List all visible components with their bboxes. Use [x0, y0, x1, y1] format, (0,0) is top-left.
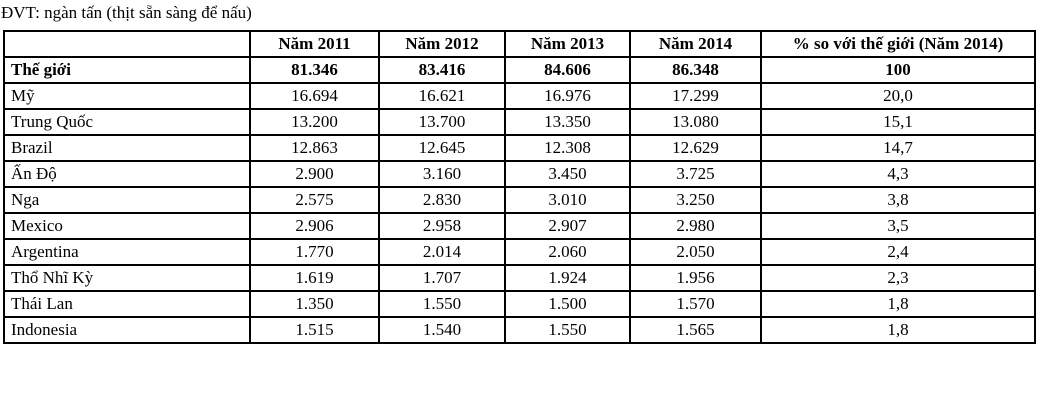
- country-name: Nga: [3, 186, 251, 214]
- share-2014: 3,5: [760, 212, 1036, 240]
- value-2014: 17.299: [629, 82, 762, 110]
- value-2012: 2.830: [378, 186, 506, 214]
- value-2011: 1.619: [249, 264, 380, 292]
- value-2011: 2.906: [249, 212, 380, 240]
- country-name: Indonesia: [3, 316, 251, 344]
- value-2013: 2.060: [504, 238, 631, 266]
- value-2014: 1.570: [629, 290, 762, 318]
- value-2013: 1.924: [504, 264, 631, 292]
- value-2011: 12.863: [249, 134, 380, 162]
- value-2011: 13.200: [249, 108, 380, 136]
- table-row: Ấn Độ 2.900 3.160 3.450 3.725 4,3: [3, 160, 1036, 188]
- country-name: Argentina: [3, 238, 251, 266]
- share-2014: 1,8: [760, 290, 1036, 318]
- header-cell-2013: Năm 2013: [504, 30, 631, 58]
- value-2011: 2.575: [249, 186, 380, 214]
- country-name: Brazil: [3, 134, 251, 162]
- value-2013: 1.500: [504, 290, 631, 318]
- share-2014: 2,3: [760, 264, 1036, 292]
- value-2013: 16.976: [504, 82, 631, 110]
- header-cell-share: % so với thế giới (Năm 2014): [760, 30, 1036, 58]
- value-2012: 1.707: [378, 264, 506, 292]
- value-2014: 13.080: [629, 108, 762, 136]
- value-2012: 13.700: [378, 108, 506, 136]
- country-name: Ấn Độ: [3, 160, 251, 188]
- table-row: Thổ Nhĩ Kỳ 1.619 1.707 1.924 1.956 2,3: [3, 264, 1036, 292]
- world-label: Thế giới: [3, 56, 251, 84]
- table-row: Brazil 12.863 12.645 12.308 12.629 14,7: [3, 134, 1036, 162]
- unit-note: ĐVT: ngàn tấn (thịt sẵn sàng để nấu): [1, 3, 252, 22]
- value-2014: 1.956: [629, 264, 762, 292]
- world-2012: 83.416: [378, 56, 506, 84]
- value-2013: 2.907: [504, 212, 631, 240]
- value-2013: 1.550: [504, 316, 631, 344]
- header-cell-country: [3, 30, 251, 58]
- value-2012: 3.160: [378, 160, 506, 188]
- value-2012: 2.958: [378, 212, 506, 240]
- country-name: Thái Lan: [3, 290, 251, 318]
- share-2014: 3,8: [760, 186, 1036, 214]
- country-name: Mỹ: [3, 82, 251, 110]
- value-2013: 3.450: [504, 160, 631, 188]
- share-2014: 20,0: [760, 82, 1036, 110]
- value-2013: 3.010: [504, 186, 631, 214]
- value-2013: 13.350: [504, 108, 631, 136]
- country-name: Thổ Nhĩ Kỳ: [3, 264, 251, 292]
- share-2014: 15,1: [760, 108, 1036, 136]
- table-row: Thái Lan 1.350 1.550 1.500 1.570 1,8: [3, 290, 1036, 318]
- value-2011: 16.694: [249, 82, 380, 110]
- value-2011: 1.350: [249, 290, 380, 318]
- header-row: Năm 2011 Năm 2012 Năm 2013 Năm 2014 % so…: [3, 30, 1036, 58]
- world-2014: 86.348: [629, 56, 762, 84]
- value-2014: 2.980: [629, 212, 762, 240]
- table-row: Mexico 2.906 2.958 2.907 2.980 3,5: [3, 212, 1036, 240]
- value-2011: 1.770: [249, 238, 380, 266]
- value-2012: 12.645: [378, 134, 506, 162]
- production-table: Năm 2011 Năm 2012 Năm 2013 Năm 2014 % so…: [3, 30, 1036, 344]
- value-2012: 1.540: [378, 316, 506, 344]
- value-2014: 3.725: [629, 160, 762, 188]
- world-row: Thế giới 81.346 83.416 84.606 86.348 100: [3, 56, 1036, 84]
- country-name: Trung Quốc: [3, 108, 251, 136]
- value-2014: 3.250: [629, 186, 762, 214]
- table-row: Trung Quốc 13.200 13.700 13.350 13.080 15,1: [3, 108, 1036, 136]
- table-row: Indonesia 1.515 1.540 1.550 1.565 1,8: [3, 316, 1036, 344]
- world-2011: 81.346: [249, 56, 380, 84]
- table-row: Nga 2.575 2.830 3.010 3.250 3,8: [3, 186, 1036, 214]
- share-2014: 14,7: [760, 134, 1036, 162]
- share-2014: 1,8: [760, 316, 1036, 344]
- value-2014: 2.050: [629, 238, 762, 266]
- table-row: Argentina 1.770 2.014 2.060 2.050 2,4: [3, 238, 1036, 266]
- value-2012: 1.550: [378, 290, 506, 318]
- value-2014: 1.565: [629, 316, 762, 344]
- header-cell-2014: Năm 2014: [629, 30, 762, 58]
- country-name: Mexico: [3, 212, 251, 240]
- value-2011: 1.515: [249, 316, 380, 344]
- share-2014: 4,3: [760, 160, 1036, 188]
- value-2012: 16.621: [378, 82, 506, 110]
- value-2012: 2.014: [378, 238, 506, 266]
- value-2011: 2.900: [249, 160, 380, 188]
- header-cell-2012: Năm 2012: [378, 30, 506, 58]
- world-share: 100: [760, 56, 1036, 84]
- world-2013: 84.606: [504, 56, 631, 84]
- value-2014: 12.629: [629, 134, 762, 162]
- value-2013: 12.308: [504, 134, 631, 162]
- header-cell-2011: Năm 2011: [249, 30, 380, 58]
- table-row: Mỹ 16.694 16.621 16.976 17.299 20,0: [3, 82, 1036, 110]
- share-2014: 2,4: [760, 238, 1036, 266]
